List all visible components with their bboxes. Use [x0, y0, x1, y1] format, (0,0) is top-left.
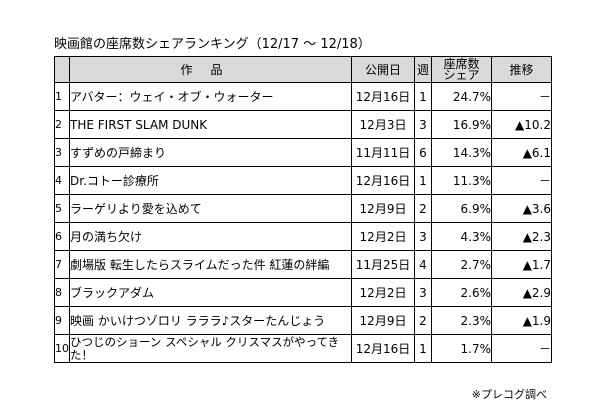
- cell-title: ラーゲリより愛を込めて: [69, 194, 352, 223]
- table-row: 3 すずめの戸締まり 11月11日 6 14.3% ▲6.1: [54, 138, 552, 167]
- cell-week: 1: [414, 82, 432, 111]
- cell-date: 12月9日: [351, 194, 415, 223]
- cell-date: 12月16日: [351, 166, 415, 195]
- cell-title: ひつじのショーン スペシャル クリスマスがやってきた！: [69, 334, 352, 363]
- cell-week: 4: [414, 250, 432, 279]
- cell-trend: ▲1.9: [491, 306, 552, 335]
- cell-trend: ▲6.1: [491, 138, 552, 167]
- cell-title: 月の満ち欠け: [69, 222, 352, 251]
- source-footnote: ※プレコグ調べ: [471, 388, 547, 401]
- cell-rank: 3: [54, 138, 70, 167]
- cell-date: 12月16日: [351, 334, 415, 363]
- cell-week: 1: [414, 166, 432, 195]
- cell-rank: 8: [54, 278, 70, 307]
- cell-date: 12月2日: [351, 278, 415, 307]
- cell-share: 2.6%: [431, 278, 492, 307]
- cell-week: 3: [414, 222, 432, 251]
- cell-rank: 1: [54, 82, 70, 111]
- cell-date: 12月2日: [351, 222, 415, 251]
- cell-trend: －: [491, 334, 552, 363]
- header-date: 公開日: [351, 56, 415, 83]
- cell-trend: ▲2.9: [491, 278, 552, 307]
- cell-date: 12月3日: [351, 110, 415, 139]
- ranking-table: 作品 公開日 週 座席数 シェア 推移 1 アバター：ウェイ・オブ・ウォーター …: [54, 56, 552, 363]
- cell-rank: 7: [54, 250, 70, 279]
- cell-title: THE FIRST SLAM DUNK: [69, 110, 352, 139]
- cell-trend: ▲1.7: [491, 250, 552, 279]
- cell-week: 3: [414, 110, 432, 139]
- cell-title: すずめの戸締まり: [69, 138, 352, 167]
- cell-title: ブラックアダム: [69, 278, 352, 307]
- cell-week: 3: [414, 278, 432, 307]
- cell-week: 1: [414, 334, 432, 363]
- table-row: 10 ひつじのショーン スペシャル クリスマスがやってきた！ 12月16日 1 …: [54, 334, 552, 363]
- table-row: 9 映画 かいけつゾロリ ラララ♪スターたんじょう 12月9日 2 2.3% ▲…: [54, 306, 552, 335]
- cell-date: 11月25日: [351, 250, 415, 279]
- table-row: 6 月の満ち欠け 12月2日 3 4.3% ▲2.3: [54, 222, 552, 251]
- cell-share: 4.3%: [431, 222, 492, 251]
- table-row: 2 THE FIRST SLAM DUNK 12月3日 3 16.9% ▲10.…: [54, 110, 552, 139]
- table-header-row: 作品 公開日 週 座席数 シェア 推移: [54, 56, 552, 83]
- cell-rank: 9: [54, 306, 70, 335]
- cell-title: 劇場版 転生したらスライムだった件 紅蓮の絆編: [69, 250, 352, 279]
- cell-rank: 4: [54, 166, 70, 195]
- cell-trend: －: [491, 166, 552, 195]
- cell-date: 12月9日: [351, 306, 415, 335]
- cell-share: 1.7%: [431, 334, 492, 363]
- cell-title: アバター：ウェイ・オブ・ウォーター: [69, 82, 352, 111]
- cell-share: 11.3%: [431, 166, 492, 195]
- cell-share: 16.9%: [431, 110, 492, 139]
- table-row: 1 アバター：ウェイ・オブ・ウォーター 12月16日 1 24.7% －: [54, 82, 552, 111]
- cell-date: 11月11日: [351, 138, 415, 167]
- cell-rank: 2: [54, 110, 70, 139]
- table-row: 4 Dr.コトー診療所 12月16日 1 11.3% －: [54, 166, 552, 195]
- cell-share: 2.3%: [431, 306, 492, 335]
- cell-share: 14.3%: [431, 138, 492, 167]
- page-title: 映画館の座席数シェアランキング（12/17 ～ 12/18）: [54, 37, 371, 52]
- cell-trend: ▲3.6: [491, 194, 552, 223]
- header-title: 作品: [69, 56, 352, 83]
- cell-trend: ▲2.3: [491, 222, 552, 251]
- cell-title: Dr.コトー診療所: [69, 166, 352, 195]
- cell-share: 2.7%: [431, 250, 492, 279]
- cell-share: 24.7%: [431, 82, 492, 111]
- cell-week: 2: [414, 194, 432, 223]
- cell-rank: 10: [54, 334, 70, 363]
- table-row: 7 劇場版 転生したらスライムだった件 紅蓮の絆編 11月25日 4 2.7% …: [54, 250, 552, 279]
- cell-share: 6.9%: [431, 194, 492, 223]
- header-share-line2: シェア: [443, 67, 480, 82]
- header-rank: [54, 56, 70, 83]
- header-share: 座席数 シェア: [431, 56, 492, 83]
- cell-title: 映画 かいけつゾロリ ラララ♪スターたんじょう: [69, 306, 352, 335]
- table-row: 5 ラーゲリより愛を込めて 12月9日 2 6.9% ▲3.6: [54, 194, 552, 223]
- cell-trend: ▲10.2: [491, 110, 552, 139]
- cell-week: 2: [414, 306, 432, 335]
- cell-week: 6: [414, 138, 432, 167]
- header-share-line1: 座席数: [443, 56, 480, 71]
- cell-rank: 5: [54, 194, 70, 223]
- table-row: 8 ブラックアダム 12月2日 3 2.6% ▲2.9: [54, 278, 552, 307]
- header-week: 週: [414, 56, 432, 83]
- cell-rank: 6: [54, 222, 70, 251]
- cell-trend: －: [491, 82, 552, 111]
- header-trend: 推移: [491, 56, 552, 83]
- cell-date: 12月16日: [351, 82, 415, 111]
